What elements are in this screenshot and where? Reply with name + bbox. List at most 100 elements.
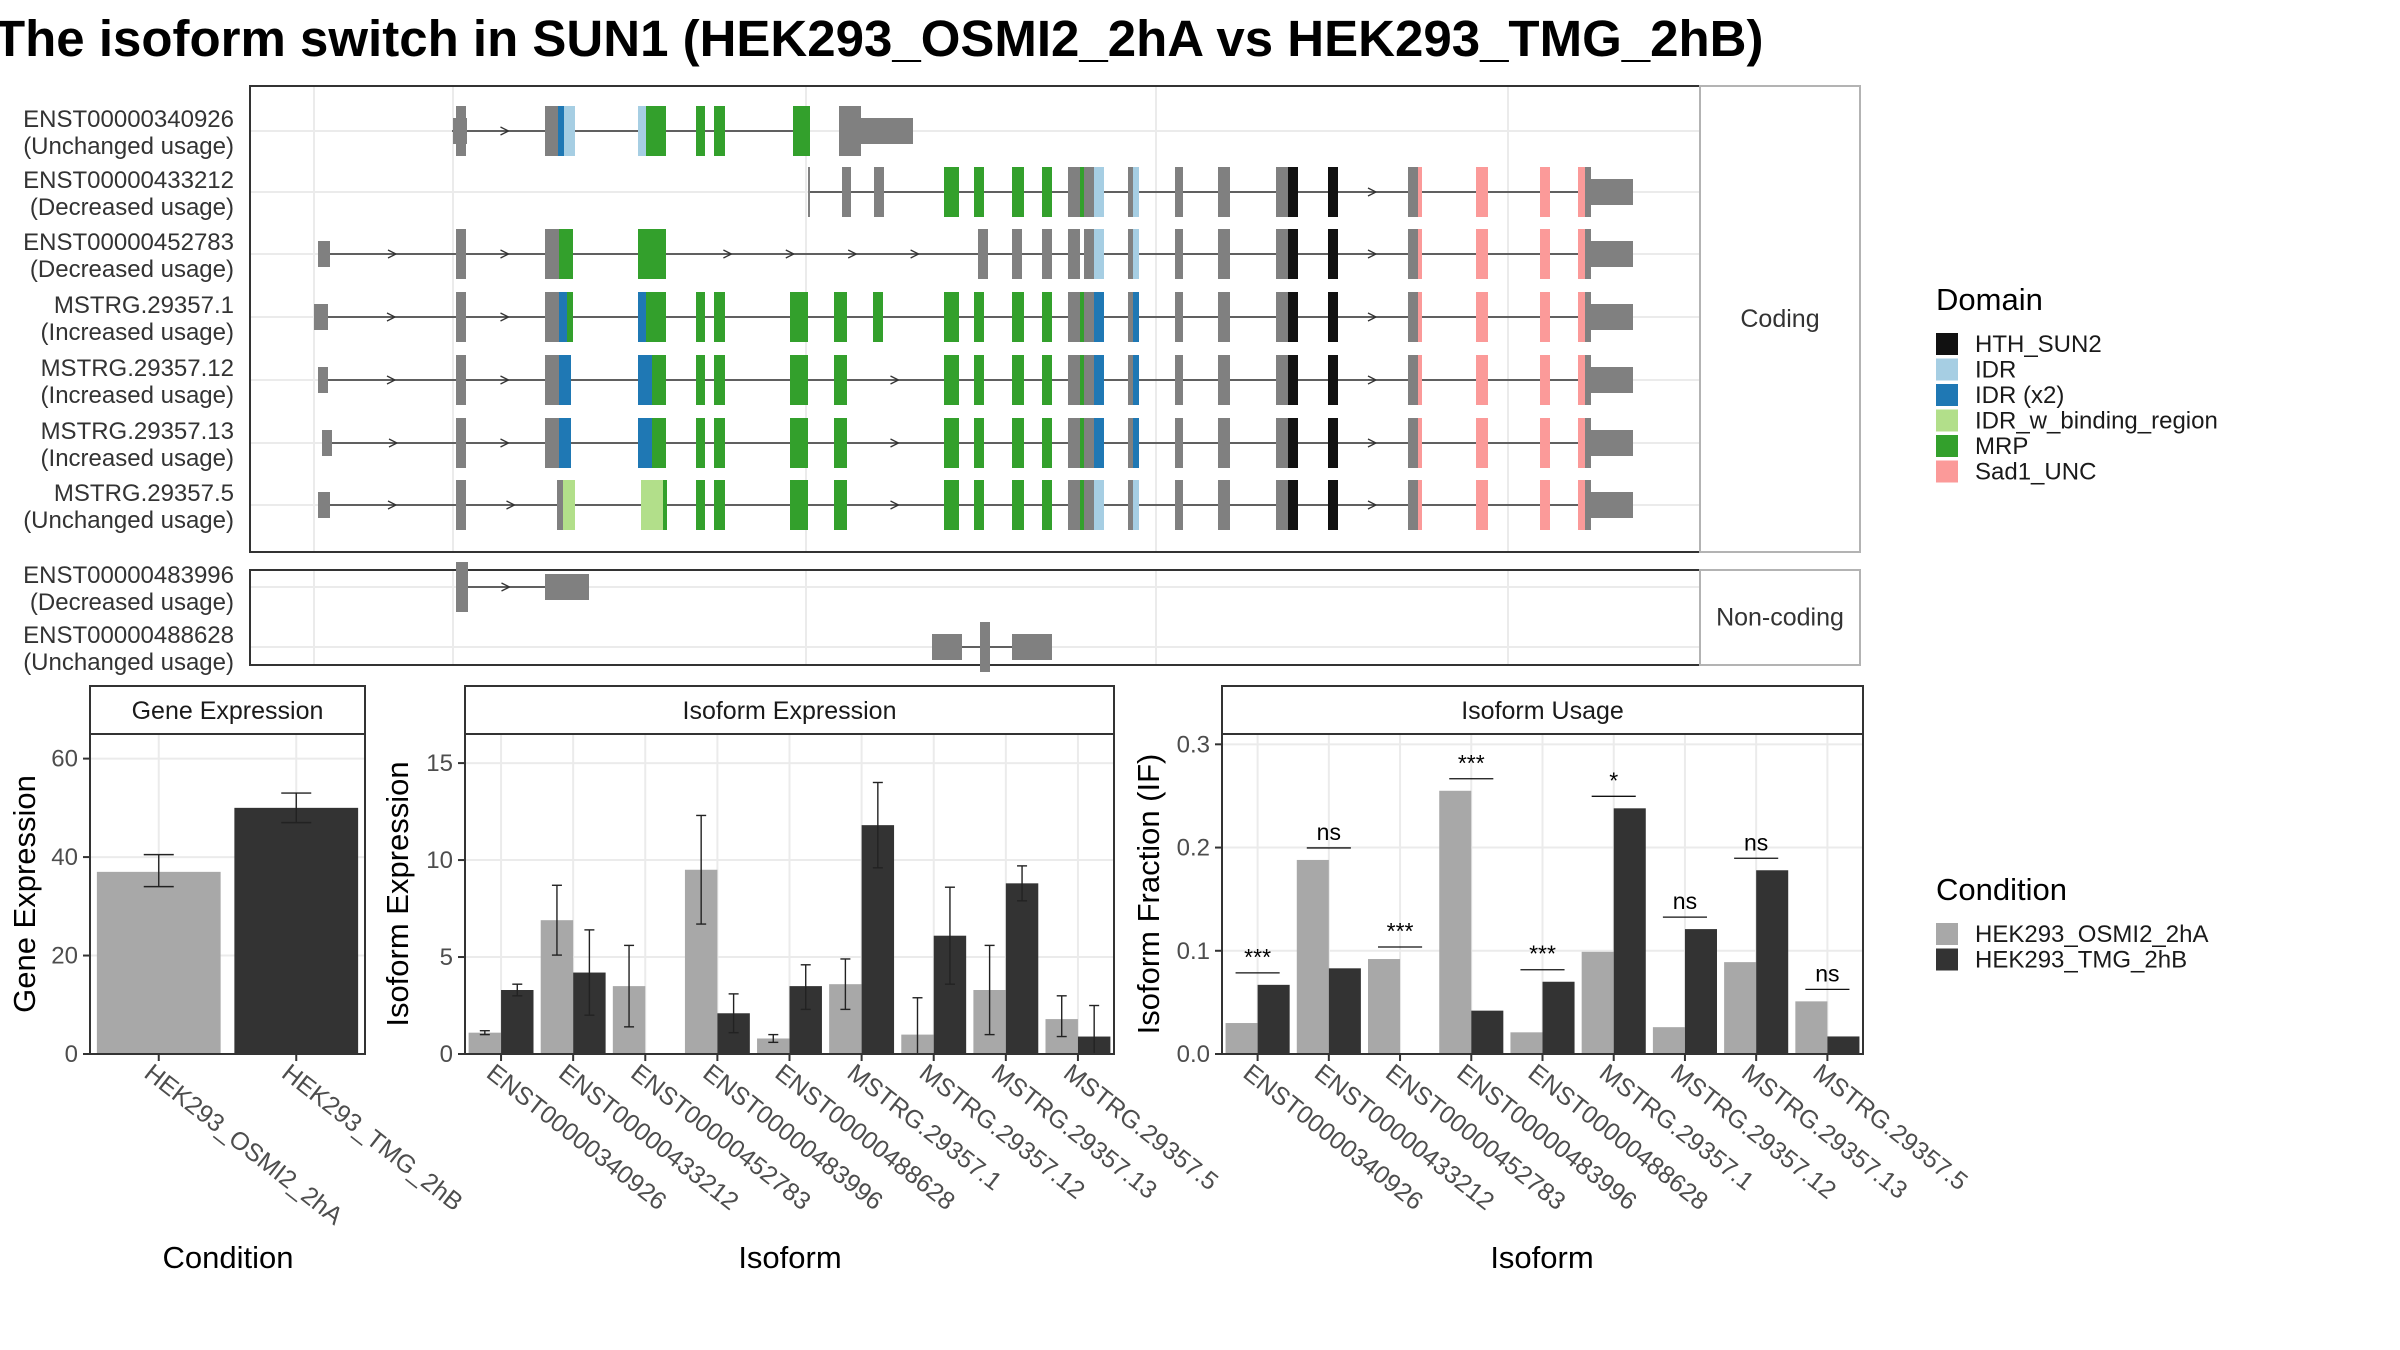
exon-block xyxy=(1585,355,1591,405)
transcript-id-label: ENST00000433212 xyxy=(23,167,234,194)
domain-block xyxy=(638,355,652,405)
domain-block xyxy=(1133,418,1139,468)
legend-title: Condition xyxy=(1936,872,2067,907)
direction-arrow xyxy=(1367,249,1378,259)
domain-block xyxy=(1328,167,1338,217)
exon-block xyxy=(1218,292,1230,342)
chart-panel: Isoform Usage***ENST00000340926nsENST000… xyxy=(1131,685,1973,1275)
domain-block xyxy=(1133,167,1139,217)
exon-block xyxy=(978,229,988,279)
y-tick-label: 5 xyxy=(440,944,453,971)
y-tick-label: 15 xyxy=(426,750,453,777)
domain-block xyxy=(1094,292,1104,342)
domain-block xyxy=(1288,167,1298,217)
exon-block xyxy=(1276,355,1288,405)
exon-block xyxy=(545,355,559,405)
exon-block xyxy=(1585,229,1591,279)
transcript-model xyxy=(318,229,1633,279)
panel-strip-label: Coding xyxy=(1740,305,1819,333)
domain-block xyxy=(790,480,808,530)
domain-block xyxy=(790,418,808,468)
exon-block xyxy=(545,292,559,342)
domain-block xyxy=(1012,167,1024,217)
legend-label: IDR (x2) xyxy=(1975,382,2064,409)
direction-arrow xyxy=(890,438,900,448)
domain-block xyxy=(652,355,666,405)
domain-block xyxy=(1094,418,1104,468)
bar xyxy=(234,807,359,1054)
domain-block xyxy=(1012,418,1024,468)
domain-block xyxy=(1288,355,1298,405)
exon-block xyxy=(1068,292,1080,342)
domain-block xyxy=(1578,167,1585,217)
domain-block xyxy=(563,480,575,530)
bar xyxy=(1225,1023,1258,1054)
domain-block xyxy=(696,106,705,156)
domain-block xyxy=(567,292,573,342)
exon-block xyxy=(1408,229,1418,279)
exon-block xyxy=(1591,241,1633,267)
exon-block xyxy=(1591,367,1633,393)
domain-block xyxy=(1094,480,1104,530)
domain-block xyxy=(714,418,725,468)
exon-block xyxy=(456,292,466,342)
exon-block xyxy=(322,430,332,456)
domain-block xyxy=(873,292,883,342)
domain-block xyxy=(1578,480,1585,530)
transcript-model xyxy=(322,418,1633,468)
bar xyxy=(1756,870,1789,1054)
exon-block xyxy=(557,480,563,530)
bar xyxy=(1613,808,1646,1054)
domain-block xyxy=(714,355,725,405)
y-tick-label: 40 xyxy=(51,844,78,871)
domain-block xyxy=(638,418,652,468)
exon-block xyxy=(1218,480,1230,530)
transcript-structure-plot: CodingNon-codingENST00000340926(Unchange… xyxy=(23,85,1861,676)
domain-block xyxy=(1094,167,1104,217)
bar xyxy=(1795,1001,1828,1054)
domain-block xyxy=(696,292,705,342)
y-tick-label: 0.2 xyxy=(1177,835,1210,862)
domain-block xyxy=(1042,167,1052,217)
domain-block xyxy=(834,418,847,468)
domain-block xyxy=(790,292,808,342)
domain-block xyxy=(974,167,984,217)
domain-block xyxy=(1094,355,1104,405)
domain-block xyxy=(790,355,808,405)
exon-block xyxy=(545,574,589,600)
domain-block xyxy=(834,355,847,405)
bar xyxy=(1328,968,1361,1054)
domain-block xyxy=(1080,418,1084,468)
exon-block xyxy=(456,562,468,612)
domain-block xyxy=(1080,167,1084,217)
significance-label: ns xyxy=(1815,960,1839,986)
transcript-id-label: MSTRG.29357.13 xyxy=(41,418,234,445)
direction-arrow xyxy=(890,375,900,385)
domain-block xyxy=(1080,355,1084,405)
y-axis-title: Isoform Expression xyxy=(380,761,415,1026)
domain-block xyxy=(944,480,959,530)
transcript-id-label: MSTRG.29357.5 xyxy=(54,480,234,507)
transcript-id-label: ENST00000483996 xyxy=(23,562,234,589)
significance-label: * xyxy=(1609,767,1618,793)
domain-block xyxy=(1133,355,1139,405)
domain-block xyxy=(1288,418,1298,468)
exon-block xyxy=(1068,167,1080,217)
significance-label: *** xyxy=(1387,918,1414,944)
exon-block xyxy=(1276,229,1288,279)
panel-strip-label: Non-coding xyxy=(1716,604,1844,632)
domain-block xyxy=(1418,167,1422,217)
direction-arrow xyxy=(386,312,397,322)
legend-label: IDR xyxy=(1975,357,2016,384)
legend-key xyxy=(1936,435,1958,457)
significance-label: ns xyxy=(1744,829,1768,855)
domain-block xyxy=(1328,292,1338,342)
exon-block xyxy=(842,167,851,217)
transcript-usage-label: (Increased usage) xyxy=(41,382,234,409)
legend-label: HEK293_OSMI2_2hA xyxy=(1975,921,2208,948)
bar xyxy=(1652,1027,1685,1054)
exon-block xyxy=(456,229,466,279)
exon-block xyxy=(1408,167,1418,217)
domain-block xyxy=(974,480,984,530)
